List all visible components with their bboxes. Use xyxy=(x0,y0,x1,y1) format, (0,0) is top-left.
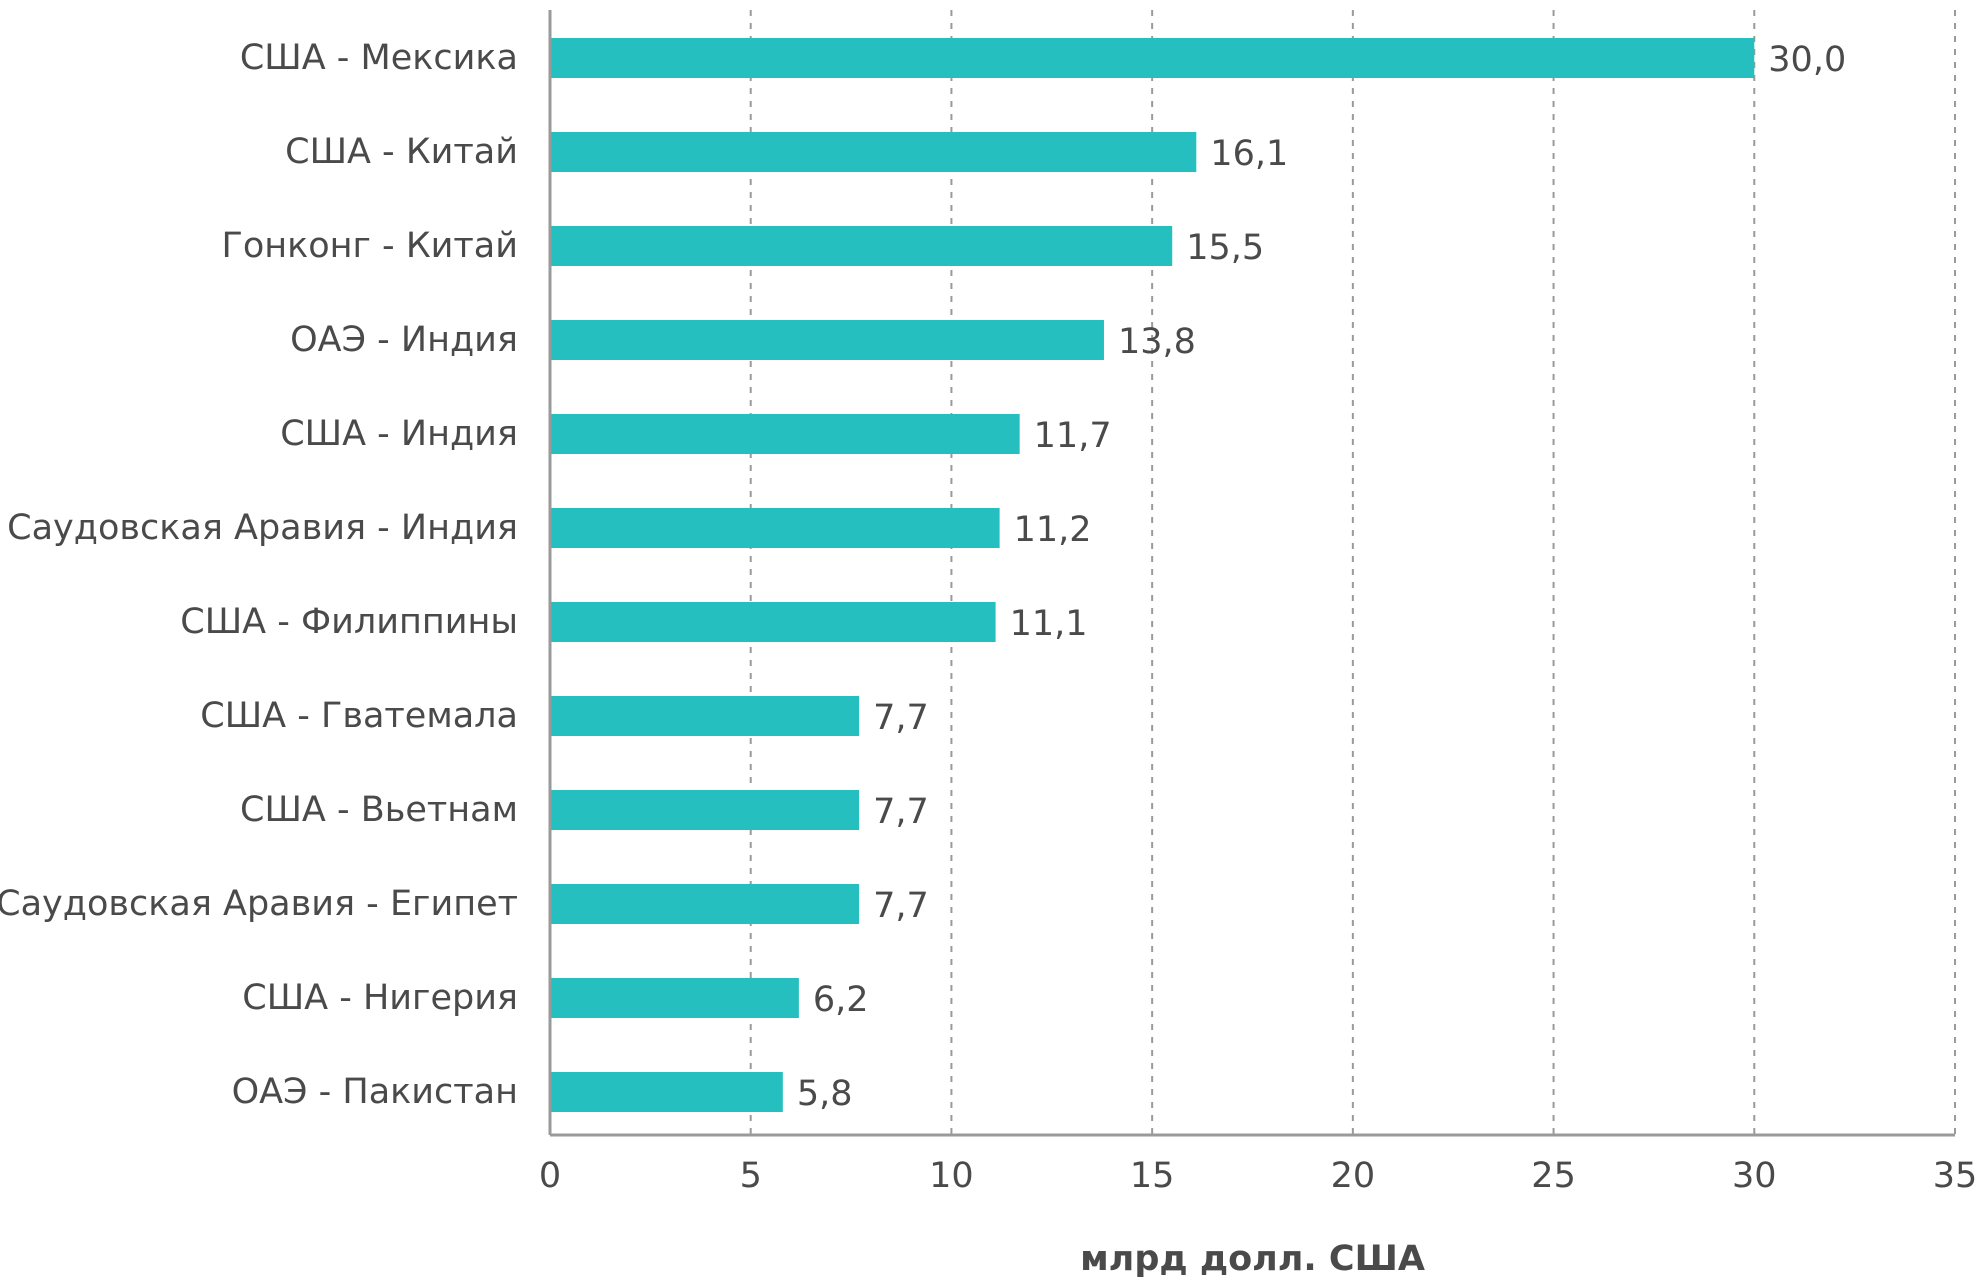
bar-9 xyxy=(550,884,860,924)
category-label-8: США - Вьетнам xyxy=(240,790,518,830)
category-labels: США - Мексика США - Китай Гонконг - Китай О… xyxy=(0,38,518,1112)
bar-4 xyxy=(550,414,1020,454)
x-tick-label-5: 25 xyxy=(1531,1156,1576,1196)
category-label-6: США - Филиппины xyxy=(180,602,518,642)
category-label-4: США - Индия xyxy=(280,414,518,454)
value-label-3: 13,8 xyxy=(1118,322,1196,362)
x-tick-label-7: 35 xyxy=(1933,1156,1978,1196)
bar-1 xyxy=(550,132,1197,172)
bar-8 xyxy=(550,790,860,830)
value-label-4: 11,7 xyxy=(1034,416,1112,456)
x-tick-label-0: 0 xyxy=(539,1156,561,1196)
category-label-9: Саудовская Аравия - Египет xyxy=(0,884,518,924)
x-tick-label-4: 20 xyxy=(1331,1156,1376,1196)
bar-10 xyxy=(550,978,799,1018)
bar-11 xyxy=(550,1072,783,1112)
x-axis-title: млрд долл. США xyxy=(1080,1239,1425,1279)
bar-0 xyxy=(550,38,1755,78)
category-label-11: ОАЭ - Пакистан xyxy=(232,1072,518,1112)
category-label-1: США - Китай xyxy=(285,132,518,172)
value-label-1: 16,1 xyxy=(1210,134,1288,174)
x-tick-label-1: 5 xyxy=(740,1156,762,1196)
bar-3 xyxy=(550,320,1104,360)
bar-6 xyxy=(550,602,996,642)
category-label-2: Гонконг - Китай xyxy=(221,226,518,266)
value-label-5: 11,2 xyxy=(1014,510,1092,550)
bar-5 xyxy=(550,508,1000,548)
value-label-2: 15,5 xyxy=(1186,228,1264,268)
value-label-11: 5,8 xyxy=(797,1074,853,1114)
category-label-5: Саудовская Аравия - Индия xyxy=(7,508,518,548)
category-label-0: США - Мексика xyxy=(240,38,518,78)
axes xyxy=(548,10,1955,1137)
bar-7 xyxy=(550,696,860,736)
value-labels: 30,0 16,1 15,5 13,8 11,7 11,2 11,1 7,7 7,7 7,7 6,2… xyxy=(797,40,1846,1114)
value-label-6: 11,1 xyxy=(1010,604,1088,644)
x-tick-label-3: 15 xyxy=(1130,1156,1175,1196)
category-label-3: ОАЭ - Индия xyxy=(290,320,518,360)
value-label-7: 7,7 xyxy=(873,698,929,738)
x-tick-label-6: 30 xyxy=(1732,1156,1777,1196)
bars xyxy=(550,38,1755,1112)
category-label-10: США - Нигерия xyxy=(242,978,518,1018)
x-tick-labels: 0 5 10 15 20 25 30 35 xyxy=(539,1156,1977,1196)
x-tick-label-2: 10 xyxy=(929,1156,974,1196)
value-label-0: 30,0 xyxy=(1768,40,1846,80)
bar-2 xyxy=(550,226,1173,266)
gridlines xyxy=(749,10,1956,1135)
value-label-10: 6,2 xyxy=(813,980,869,1020)
value-label-8: 7,7 xyxy=(873,792,929,832)
category-label-7: США - Гватемала xyxy=(200,696,518,736)
value-label-9: 7,7 xyxy=(873,886,929,926)
